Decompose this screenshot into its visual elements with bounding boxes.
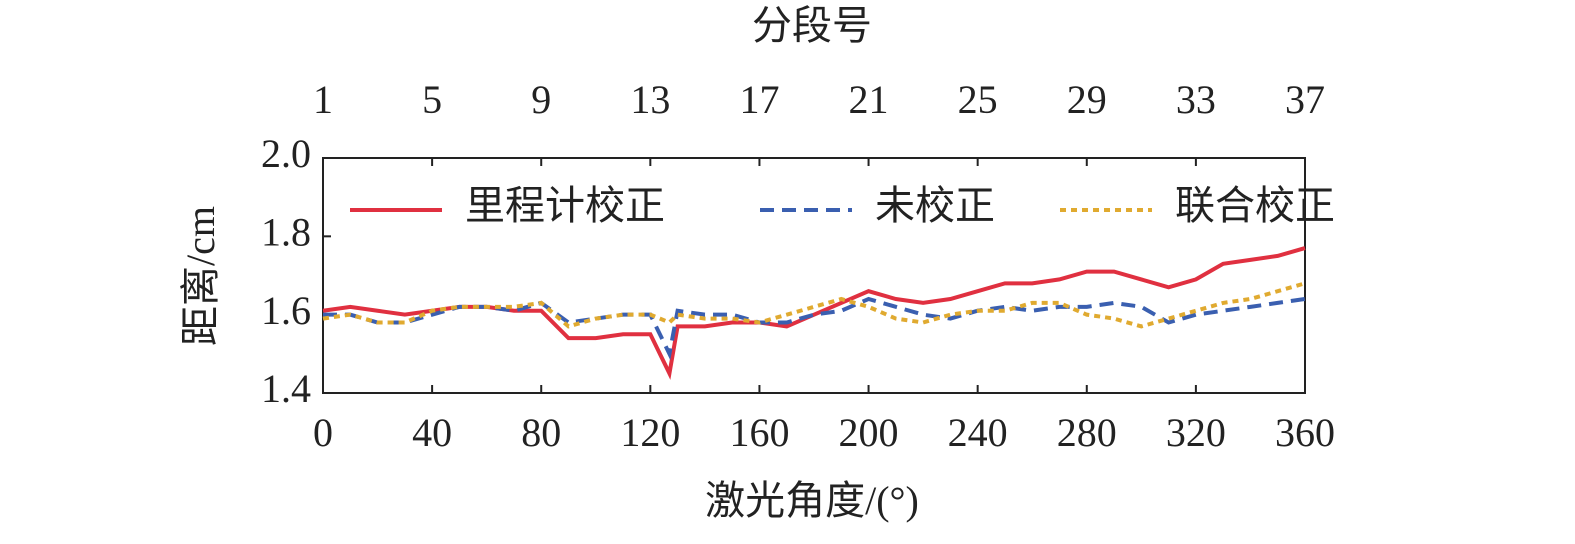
x2-tick-label: 1 (313, 77, 333, 122)
x-tick-label: 160 (729, 410, 789, 455)
x2-tick-label: 13 (630, 77, 670, 122)
legend-label: 未校正 (875, 183, 995, 228)
x-tick-label: 240 (948, 410, 1008, 455)
x2-tick-label: 33 (1176, 77, 1216, 122)
y-tick-label: 2.0 (261, 131, 311, 176)
x-axis-title: 激光角度/(°) (705, 478, 919, 523)
x-tick-label: 360 (1275, 410, 1335, 455)
x-tick-label: 120 (620, 410, 680, 455)
legend-label: 联合校正 (1175, 183, 1335, 228)
x2-tick-label: 37 (1285, 77, 1325, 122)
x-tick-label: 0 (313, 410, 333, 455)
y-tick-label: 1.6 (261, 288, 311, 333)
x2-tick-label: 21 (849, 77, 889, 122)
x-tick-label: 200 (839, 410, 899, 455)
top-axis-title: 分段号 (752, 3, 872, 48)
x2-tick-label: 9 (531, 77, 551, 122)
x2-tick-label: 25 (958, 77, 998, 122)
x-tick-label: 40 (412, 410, 452, 455)
x-tick-label: 320 (1166, 410, 1226, 455)
x-tick-label: 280 (1057, 410, 1117, 455)
x2-tick-label: 17 (739, 77, 779, 122)
series-line (323, 296, 1306, 361)
x2-tick-label: 5 (422, 77, 442, 122)
y-tick-label: 1.8 (261, 210, 311, 255)
legend-label: 里程计校正 (465, 183, 665, 228)
series-line (322, 246, 1306, 380)
plot-frame (322, 157, 1306, 394)
x-tick-label: 80 (521, 410, 561, 455)
y-tick-label: 1.4 (261, 366, 311, 411)
y-axis-title: 距离/cm (178, 206, 223, 346)
series-line (322, 281, 1306, 329)
x2-tick-label: 29 (1067, 77, 1107, 122)
